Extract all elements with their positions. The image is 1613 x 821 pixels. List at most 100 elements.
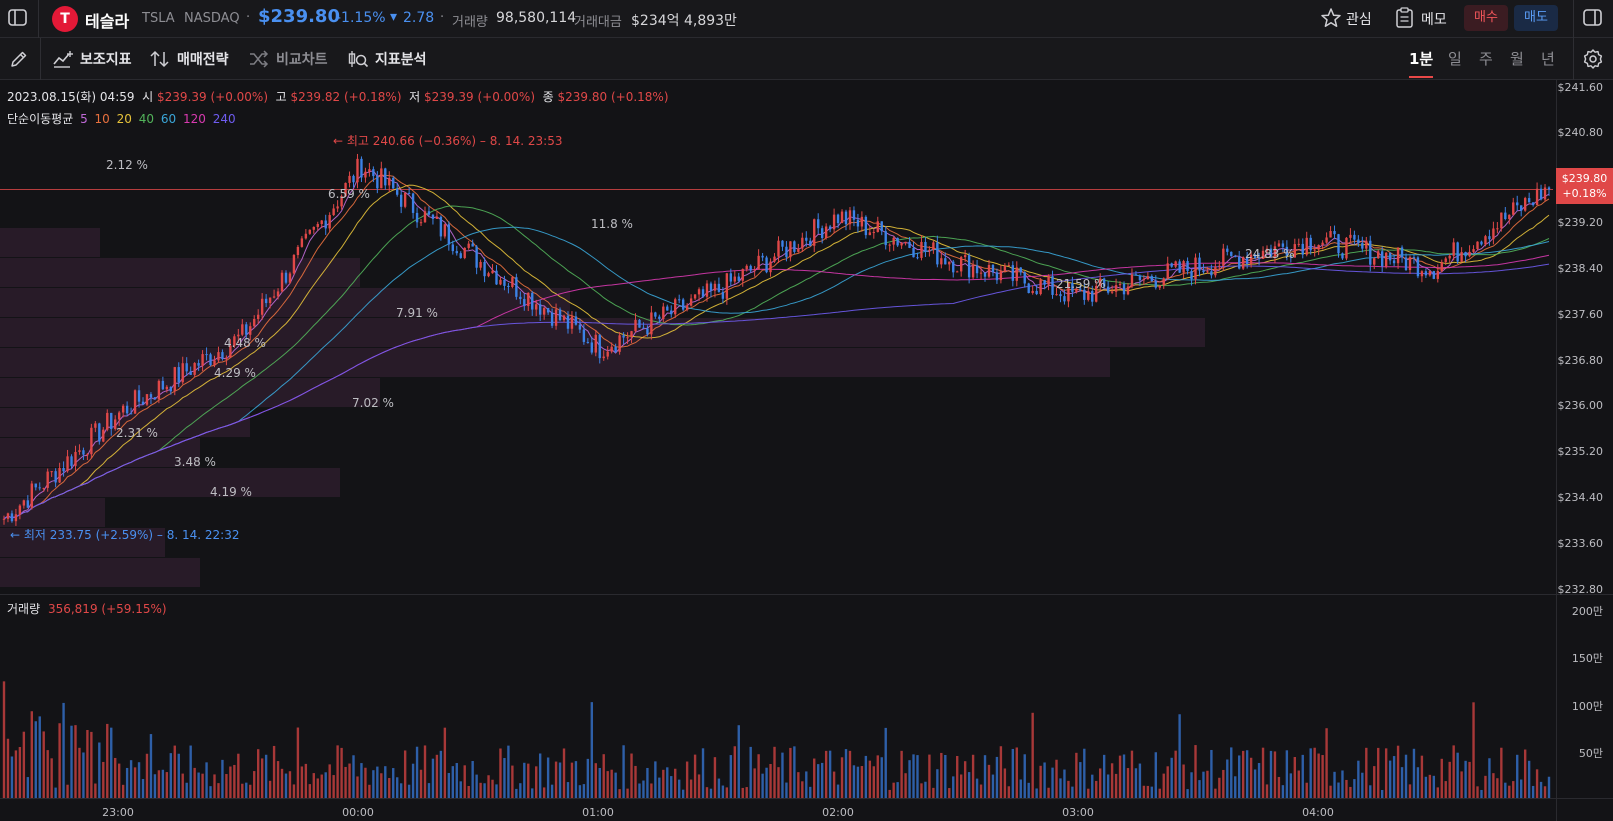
volume-bar: [872, 766, 876, 798]
volume-bar: [1035, 788, 1038, 798]
volume-bar: [1055, 759, 1058, 798]
panel-toggle-icon[interactable]: [1583, 9, 1603, 27]
volume-bar: [2, 681, 6, 798]
volume-bar: [1138, 763, 1142, 798]
timeframe-month[interactable]: 월: [1510, 50, 1524, 68]
volume-bar: [1063, 769, 1066, 798]
stock-name[interactable]: 테슬라: [85, 12, 130, 31]
candle: [1249, 254, 1253, 265]
candle: [50, 471, 53, 473]
ticker: TSLA: [142, 11, 175, 26]
volume-bar: [1309, 748, 1312, 798]
candle: [221, 352, 224, 359]
candle: [852, 210, 856, 220]
ma-legend[interactable]: 단순이동평균 5 10 20 40 60 120 240: [7, 110, 236, 127]
candle: [205, 354, 208, 356]
candle: [602, 356, 605, 359]
volume-bar: [1408, 784, 1412, 798]
pencil-icon[interactable]: [9, 49, 29, 69]
volume-tick: 100만: [1571, 700, 1603, 713]
high-marker: ← 최고 240.66 (−0.36%) – 8. 14. 23:53: [333, 134, 563, 148]
volume-bar: [407, 784, 411, 798]
volume-bar: [670, 776, 673, 798]
volume-bar: [1003, 768, 1007, 798]
candle: [1015, 267, 1018, 281]
volume-bar: [570, 762, 574, 798]
timeframe-day[interactable]: 일: [1448, 50, 1462, 68]
timeframe-1min[interactable]: 1분: [1409, 50, 1434, 68]
candle: [1432, 271, 1436, 279]
candle: [940, 258, 943, 265]
change-arrow-icon: ▾: [390, 9, 398, 25]
volume-bar: [813, 758, 816, 798]
volume-bar: [1194, 745, 1197, 798]
volume-bar: [1337, 782, 1340, 798]
candle: [1504, 212, 1507, 219]
candle: [1027, 283, 1030, 294]
candle: [1198, 257, 1201, 271]
volume-bar: [546, 757, 550, 798]
volume-bar: [181, 773, 184, 798]
volume-bar: [392, 768, 395, 798]
volume-bar: [1039, 765, 1042, 798]
candle: [1214, 266, 1217, 276]
volume-tick: 200만: [1571, 605, 1603, 618]
sell-button[interactable]: 매도: [1514, 5, 1558, 31]
candle: [1388, 252, 1392, 261]
volume-bar: [1388, 760, 1392, 798]
candle: [1396, 247, 1400, 264]
candle: [1539, 188, 1543, 200]
candle: [1500, 212, 1503, 229]
ohlc-high: $239.82 (+0.18%): [290, 90, 402, 104]
candle: [1190, 270, 1193, 280]
profile-label: 4.29 %: [214, 366, 256, 380]
volume-bar: [82, 752, 85, 798]
timeframe-year[interactable]: 년: [1541, 50, 1555, 68]
candle: [753, 269, 756, 271]
candle: [761, 255, 764, 258]
candle: [1182, 261, 1185, 273]
candle: [836, 214, 840, 224]
buy-button[interactable]: 매수: [1464, 5, 1508, 31]
price-chart[interactable]: [0, 80, 1556, 821]
volume-bar: [388, 778, 391, 798]
volume-bar: [646, 767, 649, 798]
volume-bar: [1440, 758, 1443, 798]
volume-bar: [129, 760, 133, 798]
ohlc-open: $239.39 (+0.00%): [157, 90, 269, 104]
volume-bar: [348, 763, 351, 798]
candle: [1468, 251, 1471, 257]
settings-gear-icon[interactable]: [1582, 48, 1604, 70]
candle: [392, 177, 395, 189]
volume-bar: [1500, 747, 1503, 798]
candle: [681, 299, 685, 310]
candle: [670, 310, 673, 315]
timeframe-week[interactable]: 주: [1479, 50, 1493, 68]
candle: [320, 220, 323, 225]
volume-bar: [1265, 784, 1269, 798]
volume-bar: [1325, 728, 1328, 798]
candle: [1099, 278, 1102, 286]
candle: [674, 299, 677, 315]
candle: [483, 261, 486, 277]
volume-bar: [268, 780, 272, 798]
volume-bar: [185, 782, 188, 798]
volume-bar: [1428, 774, 1432, 798]
tesla-logo: T: [52, 6, 78, 32]
candle: [864, 216, 868, 236]
volume-bar: [1285, 750, 1289, 798]
volume-bar: [979, 784, 983, 798]
candle: [427, 211, 431, 215]
volume-profile-bar: [0, 258, 360, 287]
volume-bar: [1134, 768, 1138, 798]
candle: [1043, 280, 1046, 285]
candle: [1520, 205, 1523, 211]
candle: [1349, 234, 1352, 238]
candle: [797, 248, 800, 252]
candle: [197, 363, 200, 366]
candle: [233, 336, 236, 346]
volume-bar: [419, 769, 423, 798]
sidebar-toggle-icon[interactable]: [8, 9, 28, 27]
volume-bar: [384, 766, 387, 798]
candle: [924, 241, 927, 251]
